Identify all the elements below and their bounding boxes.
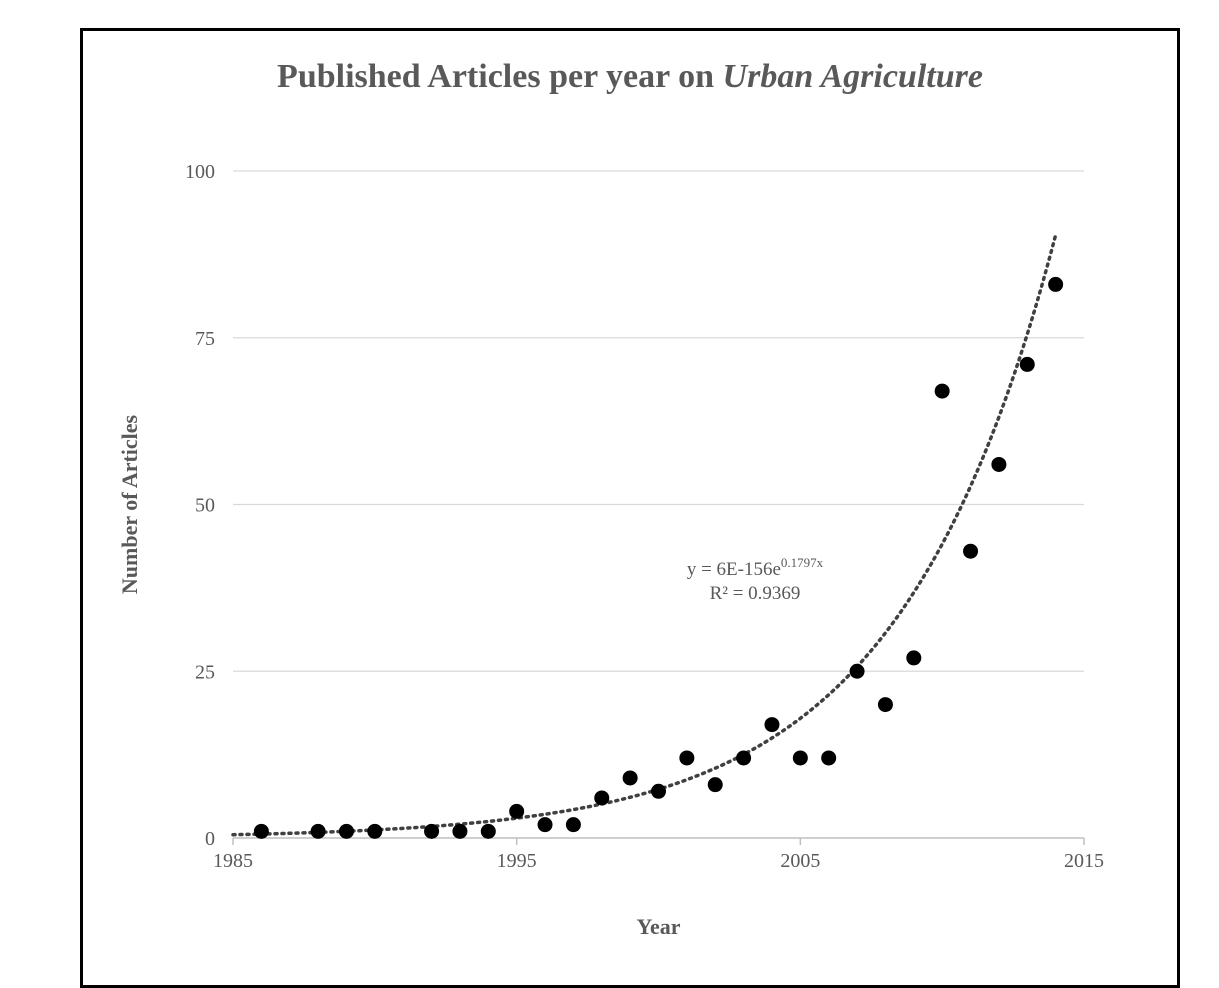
data-point-1993	[452, 823, 468, 839]
data-point-2000	[651, 783, 666, 799]
data-point-1997	[565, 817, 581, 833]
data-point-2013	[1019, 356, 1035, 372]
data-point-1989	[338, 823, 354, 839]
chart-title: Published Articles per year on Urban Agr…	[80, 58, 1180, 96]
data-point-1995	[509, 803, 525, 819]
y-tick-label-0: 0	[205, 828, 215, 850]
trendline-equation-exponent: 0.1797x	[781, 555, 824, 570]
y-axis-title: Number of Articles	[117, 414, 142, 594]
data-points	[253, 276, 1064, 839]
data-point-1992	[424, 823, 440, 839]
data-point-1990	[367, 823, 383, 839]
data-point-2003	[736, 750, 752, 766]
x-axis-title: Year	[637, 914, 681, 939]
chart-title-main: Published Articles per year on	[277, 58, 723, 95]
data-point-2005	[792, 750, 808, 766]
y-tick-label-75: 75	[195, 328, 215, 350]
x-tick-label-1985: 1985	[213, 850, 253, 872]
data-point-2012	[991, 456, 1007, 472]
x-tick-label-1995: 1995	[497, 850, 537, 872]
data-point-1999	[622, 770, 638, 786]
data-point-2014	[1048, 276, 1064, 292]
data-point-2008	[877, 697, 893, 713]
data-point-2006	[821, 750, 837, 766]
y-tick-label-25: 25	[195, 661, 215, 683]
data-point-2010	[934, 383, 950, 399]
data-point-1986	[253, 823, 269, 839]
tick-labels: 0 25 50 75 100 1985 1995 2005 2015	[185, 161, 1104, 872]
gridlines	[232, 170, 1085, 845]
r-squared-label: R² = 0.9369	[710, 583, 801, 604]
data-point-2009	[906, 650, 922, 666]
y-tick-label-50: 50	[195, 495, 215, 517]
data-point-2007	[849, 663, 865, 679]
data-point-2002	[707, 777, 723, 793]
chart-title-italic: Urban Agriculture	[722, 58, 983, 95]
x-tick-label-2015: 2015	[1064, 850, 1104, 872]
y-tick-label-100: 100	[185, 161, 215, 183]
trendline-equation-prefix: y = 6E-156e	[687, 559, 781, 580]
data-point-1994	[480, 823, 496, 839]
trendline-equation: y = 6E-156e0.1797x	[687, 555, 824, 580]
x-tick-label-2005: 2005	[780, 850, 820, 872]
data-point-1998	[594, 790, 610, 806]
data-point-2004	[764, 717, 780, 733]
trendline	[231, 233, 1058, 837]
data-point-2011	[963, 543, 979, 559]
data-point-2001	[679, 750, 695, 766]
data-point-1988	[310, 823, 326, 839]
data-point-1996	[537, 817, 553, 833]
